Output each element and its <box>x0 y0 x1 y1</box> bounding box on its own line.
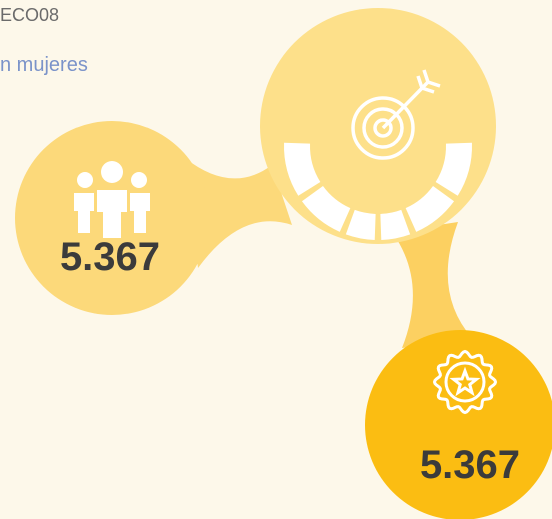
target-icon <box>351 69 441 160</box>
badge-icon <box>432 349 498 415</box>
stat-value: 5.367 <box>420 443 520 487</box>
gauge-segment <box>301 185 351 232</box>
gauge <box>284 142 472 240</box>
gauge-segment <box>405 185 455 232</box>
subtitle: n mujeres <box>0 54 88 76</box>
people-icon <box>74 161 150 238</box>
connector <box>392 222 472 348</box>
code: ECO08 <box>0 5 59 25</box>
circle-bottom <box>365 330 552 519</box>
gauge-segment <box>284 142 321 196</box>
gauge-segment <box>380 209 411 240</box>
gauge-segment <box>435 142 472 196</box>
stat-value: 5.367 <box>60 235 160 279</box>
circle-top <box>260 8 496 244</box>
connector <box>185 158 292 268</box>
gauge-segment <box>345 209 376 240</box>
